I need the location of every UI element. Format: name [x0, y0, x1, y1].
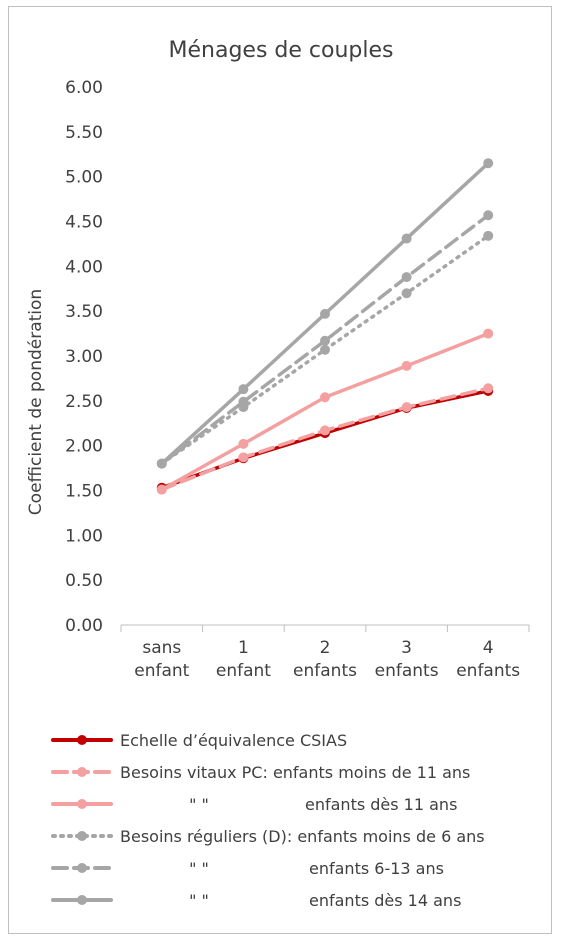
data-point	[483, 230, 494, 241]
y-tick-label: 2.50	[65, 392, 103, 412]
legend-label: Besoins réguliers (D): enfants moins de …	[120, 827, 485, 846]
data-point	[238, 396, 249, 407]
legend-ditto: " "	[189, 795, 209, 814]
y-tick-label: 3.50	[65, 302, 103, 322]
legend-label: Echelle d’équivalence CSIAS	[120, 731, 347, 750]
legend-label: enfants 6-13 ans	[309, 859, 444, 878]
y-tick-label: 4.00	[65, 257, 103, 277]
legend-item: Echelle d’équivalence CSIAS	[51, 731, 347, 750]
y-tick-label: 1.00	[65, 526, 103, 546]
legend-ditto: " "	[189, 891, 209, 910]
x-tick-label: 3	[401, 638, 412, 658]
chart-title: Ménages de couples	[169, 38, 394, 63]
legend-swatch-marker	[77, 831, 87, 841]
legend-label: Besoins vitaux PC: enfants moins de 11 a…	[120, 763, 470, 782]
data-point	[483, 328, 494, 339]
y-tick-label: 1.50	[65, 482, 103, 502]
legend-item: Besoins vitaux PC: enfants moins de 11 a…	[51, 763, 470, 782]
legend: Echelle d’équivalence CSIAS Besoins vitau…	[51, 731, 485, 910]
data-point	[401, 402, 412, 413]
x-tick-label: 1	[238, 638, 249, 658]
data-point	[320, 344, 330, 355]
legend-swatch-marker	[77, 767, 87, 777]
data-point	[401, 233, 412, 244]
y-tick-label: 5.50	[65, 123, 103, 143]
legend-item: " " enfants 6-13 ans	[51, 859, 444, 878]
data-point	[320, 308, 330, 319]
data-point	[156, 484, 167, 495]
y-tick-label: 6.00	[65, 78, 103, 98]
x-tick-label: 4	[483, 638, 494, 658]
legend-swatch-marker	[77, 863, 87, 873]
x-tick-label: enfant	[134, 661, 189, 681]
data-point	[483, 158, 494, 169]
data-point	[320, 392, 330, 403]
data-point	[401, 288, 412, 299]
data-point	[238, 438, 249, 449]
chart-frame: Ménages de couples Coefficient de pondér…	[8, 6, 552, 934]
x-tick-label: enfants	[375, 661, 439, 681]
y-tick-label: 3.00	[65, 347, 103, 367]
y-tick-label: 5.00	[65, 168, 103, 188]
legend-ditto: " "	[189, 859, 209, 878]
data-point	[238, 384, 249, 395]
series-line	[160, 389, 490, 490]
data-point	[401, 272, 412, 283]
data-point	[401, 360, 412, 371]
data-point	[483, 210, 494, 221]
line-chart: Ménages de couples Coefficient de pondér…	[26, 38, 530, 910]
data-point	[156, 458, 167, 469]
series-6	[156, 158, 494, 469]
series-line	[160, 386, 490, 492]
series-3	[156, 328, 494, 495]
legend-item: " " enfants dès 11 ans	[51, 795, 457, 814]
series-layer	[156, 158, 494, 495]
data-point	[320, 335, 330, 346]
series-line	[160, 331, 490, 492]
legend-label: enfants dès 11 ans	[305, 795, 457, 814]
x-tick-label: 2	[320, 638, 331, 658]
y-tick-label: 2.00	[65, 437, 103, 457]
data-point	[483, 383, 494, 394]
y-axis-title: Coefficient de pondération	[26, 289, 46, 515]
y-tick-label: 4.50	[65, 213, 103, 233]
y-tick-label: 0.50	[65, 571, 103, 591]
legend-swatch-marker	[77, 895, 87, 905]
legend-label: enfants dès 14 ans	[309, 891, 461, 910]
data-point	[320, 425, 330, 436]
x-tick-label: enfant	[216, 661, 271, 681]
y-tick-label: 0.00	[65, 616, 103, 636]
legend-swatch-marker	[77, 799, 87, 809]
data-point	[238, 452, 249, 463]
axes: 0.00 0.50 1.00 1.50 2.00 2.50 3.00 3.50 4.00 4.50…	[65, 78, 530, 681]
legend-swatch-marker	[77, 735, 87, 745]
x-tick-label: enfants	[293, 661, 357, 681]
legend-item: Besoins réguliers (D): enfants moins de …	[51, 827, 485, 846]
x-tick-label: enfants	[456, 661, 520, 681]
legend-item: " " enfants dès 14 ans	[51, 891, 461, 910]
x-tick-label: sans	[142, 638, 181, 658]
